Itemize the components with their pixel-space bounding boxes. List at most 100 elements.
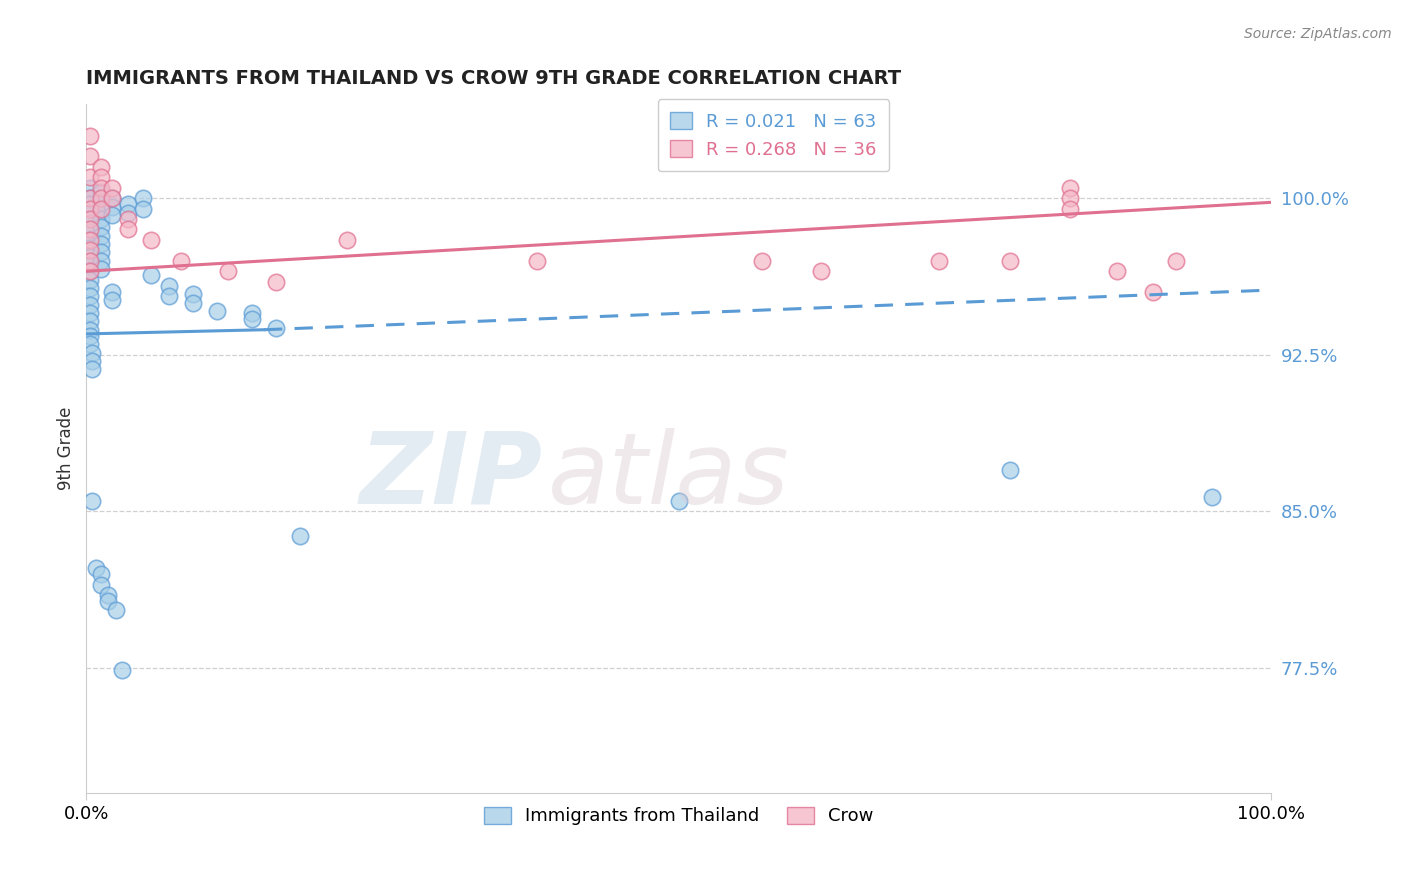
Point: [79, 314, 101, 328]
Point: [751, 253, 773, 268]
Point: [264, 320, 287, 334]
Point: [526, 253, 548, 268]
Point: [82, 354, 104, 368]
Point: [79, 170, 101, 185]
Point: [1142, 285, 1164, 300]
Point: [205, 304, 228, 318]
Point: [89, 228, 111, 243]
Point: [1201, 490, 1223, 504]
Point: [1059, 180, 1081, 194]
Point: [79, 329, 101, 343]
Point: [79, 244, 101, 258]
Point: [79, 225, 101, 239]
Text: atlas: atlas: [548, 428, 790, 524]
Point: [79, 281, 101, 295]
Point: [82, 345, 104, 359]
Point: [336, 233, 359, 247]
Point: [111, 663, 134, 677]
Point: [89, 185, 111, 199]
Point: [89, 160, 111, 174]
Point: [79, 128, 101, 143]
Point: [79, 212, 101, 227]
Point: [89, 220, 111, 235]
Point: [810, 264, 832, 278]
Point: [79, 233, 101, 247]
Point: [928, 253, 950, 268]
Point: [79, 222, 101, 236]
Point: [89, 195, 111, 210]
Point: [117, 212, 139, 227]
Point: [1000, 253, 1022, 268]
Legend: Immigrants from Thailand, Crow: Immigrants from Thailand, Crow: [477, 799, 880, 832]
Point: [79, 180, 101, 194]
Point: [288, 529, 311, 543]
Point: [79, 253, 101, 268]
Point: [117, 222, 139, 236]
Point: [84, 561, 107, 575]
Point: [117, 197, 139, 211]
Point: [89, 577, 111, 591]
Point: [79, 206, 101, 220]
Point: [132, 191, 155, 205]
Point: [79, 272, 101, 286]
Point: [89, 180, 111, 194]
Point: [79, 233, 101, 247]
Point: [89, 245, 111, 260]
Point: [79, 258, 101, 272]
Text: Source: ZipAtlas.com: Source: ZipAtlas.com: [1244, 27, 1392, 41]
Point: [79, 250, 101, 264]
Point: [217, 264, 239, 278]
Point: [79, 264, 101, 278]
Point: [89, 202, 111, 216]
Point: [89, 170, 111, 185]
Point: [79, 306, 101, 320]
Point: [101, 285, 124, 300]
Point: [181, 295, 204, 310]
Point: [1166, 253, 1188, 268]
Point: [101, 180, 124, 194]
Point: [79, 191, 101, 205]
Point: [89, 237, 111, 252]
Point: [79, 197, 101, 211]
Point: [104, 602, 127, 616]
Point: [89, 191, 111, 205]
Point: [79, 264, 101, 278]
Point: [1000, 463, 1022, 477]
Point: [89, 567, 111, 582]
Point: [141, 233, 163, 247]
Point: [79, 241, 101, 255]
Point: [170, 253, 193, 268]
Point: [79, 298, 101, 312]
Point: [82, 362, 104, 376]
Point: [1059, 202, 1081, 216]
Point: [1107, 264, 1129, 278]
Text: ZIP: ZIP: [360, 428, 543, 524]
Point: [79, 191, 101, 205]
Point: [79, 289, 101, 303]
Point: [82, 494, 104, 508]
Point: [101, 191, 124, 205]
Point: [89, 253, 111, 268]
Point: [79, 323, 101, 337]
Point: [668, 494, 690, 508]
Point: [89, 212, 111, 227]
Y-axis label: 9th Grade: 9th Grade: [58, 407, 75, 491]
Point: [141, 268, 163, 283]
Point: [240, 312, 263, 326]
Point: [97, 594, 120, 608]
Point: [264, 275, 287, 289]
Point: [181, 287, 204, 301]
Text: IMMIGRANTS FROM THAILAND VS CROW 9TH GRADE CORRELATION CHART: IMMIGRANTS FROM THAILAND VS CROW 9TH GRA…: [86, 69, 901, 87]
Point: [79, 149, 101, 163]
Point: [97, 588, 120, 602]
Point: [101, 191, 124, 205]
Point: [240, 306, 263, 320]
Point: [79, 202, 101, 216]
Point: [79, 337, 101, 351]
Point: [101, 200, 124, 214]
Point: [101, 293, 124, 308]
Point: [89, 203, 111, 218]
Point: [101, 208, 124, 222]
Point: [1059, 191, 1081, 205]
Point: [79, 216, 101, 230]
